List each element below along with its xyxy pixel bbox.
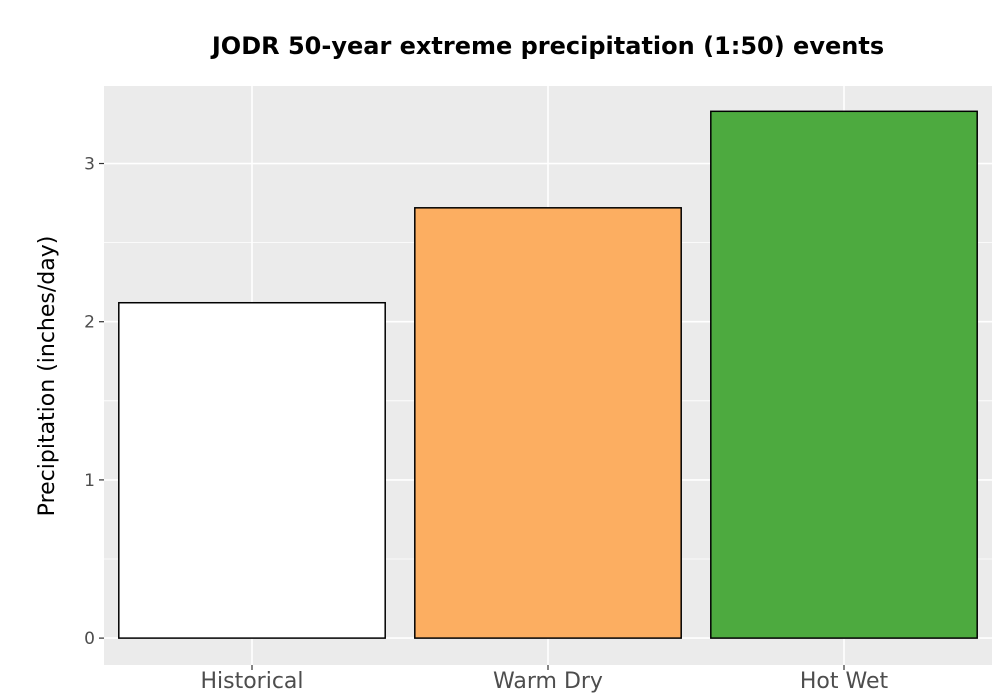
y-tick-label: 3	[84, 155, 95, 175]
bar-warm-dry	[414, 207, 682, 639]
bar-historical	[118, 301, 386, 639]
y-tick-label: 0	[84, 629, 95, 649]
x-tick-label: Historical	[200, 669, 303, 694]
x-tick-label: Warm Dry	[493, 669, 603, 694]
y-tick-label: 2	[84, 313, 95, 333]
x-axis: Historical Warm Dry Hot Wet	[200, 665, 888, 694]
x-tick-label: Hot Wet	[800, 669, 889, 694]
y-tick-label: 1	[84, 471, 95, 491]
chart-title: JODR 50-year extreme precipitation (1:50…	[210, 32, 884, 60]
bar-hot-wet	[710, 110, 978, 639]
bars	[118, 110, 978, 639]
y-axis-title: Precipitation (inches/day)	[35, 236, 60, 517]
y-axis: 0 1 2 3	[84, 155, 104, 649]
